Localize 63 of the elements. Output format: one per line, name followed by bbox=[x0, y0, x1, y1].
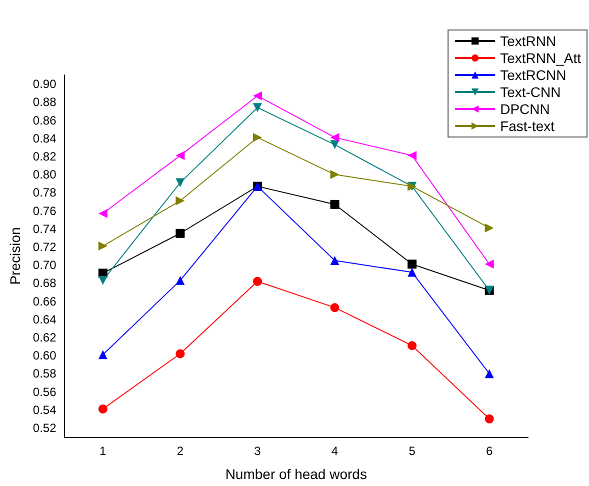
point bbox=[484, 260, 494, 269]
y-tick-label: 0.64 bbox=[32, 312, 57, 326]
y-tick-label: 0.80 bbox=[32, 168, 57, 182]
y-tick-label: 0.84 bbox=[32, 131, 57, 146]
point bbox=[252, 276, 262, 286]
point bbox=[330, 170, 340, 180]
x-tick-label: 4 bbox=[331, 444, 338, 458]
point bbox=[330, 140, 340, 150]
point bbox=[176, 228, 185, 238]
point bbox=[330, 303, 340, 312]
point bbox=[408, 260, 417, 269]
point bbox=[252, 103, 262, 112]
y-tick-label: 0.62 bbox=[32, 330, 57, 344]
y-tick-label: 0.88 bbox=[32, 95, 57, 110]
legend-label: Fast-text bbox=[500, 118, 555, 134]
point bbox=[330, 200, 340, 209]
point bbox=[176, 151, 185, 160]
point bbox=[176, 196, 185, 206]
point bbox=[98, 350, 108, 360]
point bbox=[176, 178, 185, 188]
y-tick-label: 0.58 bbox=[32, 366, 57, 381]
y-tick-label: 0.60 bbox=[32, 348, 57, 363]
point bbox=[484, 369, 494, 378]
y-tick-label: 0.72 bbox=[32, 240, 57, 254]
x-tick-label: 6 bbox=[486, 444, 494, 458]
point bbox=[330, 132, 340, 142]
point bbox=[98, 404, 108, 414]
point bbox=[252, 132, 262, 142]
y-tick-label: 0.76 bbox=[32, 204, 57, 218]
point bbox=[408, 268, 417, 277]
legend-label: TextRCNN bbox=[500, 67, 566, 83]
y-tick-label: 0.54 bbox=[32, 402, 57, 417]
y-tick-label: 0.56 bbox=[32, 384, 57, 399]
point bbox=[330, 256, 340, 266]
y-tick-label: 0.86 bbox=[32, 113, 57, 128]
point bbox=[484, 414, 494, 424]
x-tick-label: 5 bbox=[408, 444, 416, 458]
legend-label: TextRNN bbox=[500, 33, 556, 49]
y-axis-title: Precision bbox=[7, 227, 23, 285]
y-tick-label: 0.74 bbox=[32, 222, 57, 236]
point bbox=[98, 242, 108, 251]
point bbox=[252, 91, 262, 100]
y-tick-label: 0.52 bbox=[32, 420, 57, 435]
x-axis-title: Number of head words bbox=[225, 466, 367, 482]
y-tick-label: 0.66 bbox=[32, 294, 57, 308]
y-tick-label: 0.78 bbox=[32, 186, 57, 200]
legend-label: TextRNN_Att bbox=[500, 50, 582, 66]
point bbox=[484, 223, 494, 232]
y-tick-label: 0.90 bbox=[32, 77, 57, 92]
x-tick-label: 3 bbox=[254, 444, 262, 458]
point bbox=[408, 151, 417, 160]
point bbox=[98, 276, 108, 285]
x-tick-label: 2 bbox=[176, 444, 184, 458]
y-tick-label: 0.82 bbox=[32, 149, 57, 164]
point bbox=[176, 349, 185, 358]
legend-label: DPCNN bbox=[500, 101, 550, 117]
legend-label: Text-CNN bbox=[500, 84, 561, 100]
y-tick-label: 0.68 bbox=[32, 276, 57, 290]
y-tick-label: 0.70 bbox=[32, 258, 57, 272]
point bbox=[176, 276, 185, 285]
x-tick-label: 1 bbox=[100, 444, 107, 458]
point bbox=[98, 208, 108, 218]
point bbox=[408, 341, 417, 350]
